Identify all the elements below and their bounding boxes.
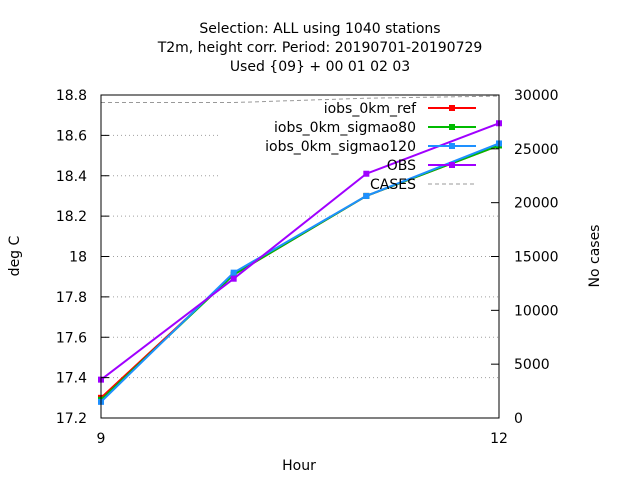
legend: iobs_0km_ref iobs_0km_sigmao80 iobs_0km_si… [265,101,476,193]
x-tick-label: 12 [490,431,508,447]
y-tick-label: 17.2 [56,411,87,427]
y-tick-label: 18.4 [56,169,87,185]
legend-marker [449,124,455,130]
x-tick-label: 9 [97,431,106,447]
y-tick-label: 17.6 [56,330,87,346]
legend-label: iobs_0km_sigmao80 [274,120,416,136]
legend-marker [449,143,455,149]
axis-ticks: 17.2 17.4 17.6 17.8 18 18.2 18.4 18.6 18.8 0 5000 1… [56,88,559,447]
series-line-iobs_0km_sigmao120 [100,142,500,403]
legend-label: iobs_0km_sigmao120 [265,139,416,155]
y2-tick-label: 0 [514,411,523,427]
y2-tick-label: 20000 [514,196,559,212]
y2-tick-label: 15000 [514,250,559,266]
y-axis-label: deg C [7,235,23,276]
y-tick-label: 17.4 [56,371,87,387]
title-line: T2m, height corr. Period: 20190701-20190… [157,40,483,56]
data-point [230,269,237,276]
y2-tick-label: 10000 [514,303,559,319]
y-tick-label: 18 [69,250,87,266]
legend-marker [449,105,455,111]
data-point [363,192,370,199]
y-tick-label: 18.6 [56,128,87,144]
y-tick-label: 17.8 [56,290,87,306]
y2-axis-label: No cases [587,225,603,288]
y2-tick-label: 30000 [514,88,559,104]
chart-title: Selection: ALL using 1040 stations T2m, h… [157,21,483,75]
legend-marker [449,162,455,168]
legend-label: OBS [387,158,416,174]
y-tick-label: 18.8 [56,88,87,104]
title-line: Used {09} + 00 01 02 03 [230,59,410,75]
y2-tick-label: 25000 [514,142,559,158]
cases-line [101,95,500,104]
series-lines [98,120,502,405]
series-line-iobs_0km_sigmao80 [100,144,500,401]
legend-label: CASES [370,177,416,193]
legend-label: iobs_0km_ref [324,101,417,117]
data-point [230,275,237,282]
title-line: Selection: ALL using 1040 stations [199,21,440,37]
data-point [363,170,370,177]
series-line-OBS [100,122,500,381]
y-tick-label: 18.2 [56,209,87,225]
cases-series [101,95,500,104]
y2-tick-label: 5000 [514,357,550,373]
series-line-iobs_0km_ref [100,144,500,399]
x-axis-label: Hour [282,458,316,474]
